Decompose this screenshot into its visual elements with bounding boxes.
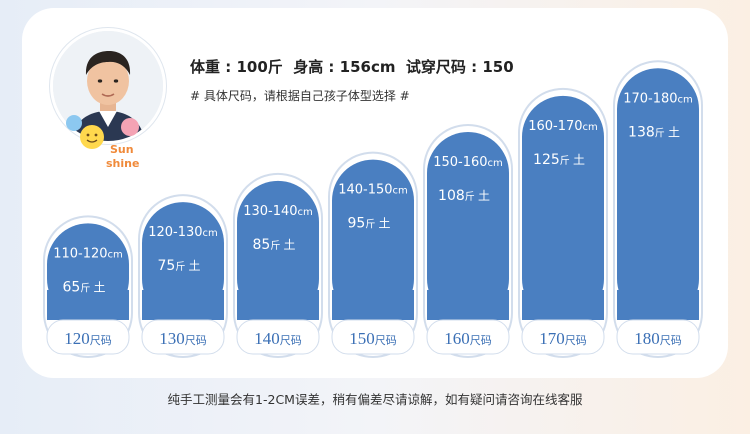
weight-label: 65斤 土 [62,279,105,295]
measurement-note: 纯手工测量会有1-2CM误差，稍有偏差尽请谅解，如有疑问请咨询在线客服 [167,392,583,407]
model-avatar [50,28,166,144]
sticker-text-1: Sun [110,143,134,156]
bar-group-180: 170-180cm 138斤 土 180尺码 [613,60,703,358]
size-label: 150尺码 [349,329,397,348]
height-range-label: 160-170cm [528,119,598,134]
bar-group-120: 110-120cm 65斤 土 120尺码 [43,215,133,358]
bar-group-150: 140-150cm 95斤 土 150尺码 [328,151,418,358]
bar-base-fill [47,290,129,320]
model-info: 体重 : 100斤 身高 : 156cm 试穿尺码 : 150 [190,58,514,76]
weight-label: 108斤 土 [438,188,490,204]
weight-label: 138斤 土 [628,124,680,140]
bar-base-fill [332,290,414,320]
weight-label: 95斤 土 [347,216,390,232]
size-label-pill [236,319,320,355]
size-label: 140尺码 [254,329,302,348]
size-label-pill [616,319,700,355]
weight-label: 85斤 土 [252,237,295,253]
size-label: 130尺码 [159,329,207,348]
bar [617,68,699,320]
size-label-pill [521,319,605,355]
height-range-label: 130-140cm [243,204,313,219]
bar-group-170: 160-170cm 125斤 土 170尺码 [518,87,608,358]
sunshine-sticker-icon: Sun shine [66,115,139,170]
bar-base-fill [142,290,224,320]
size-label: 120尺码 [64,329,112,348]
bar-base-fill [427,290,509,320]
size-label-pill [331,319,415,355]
bar [332,159,414,320]
bar [237,180,319,320]
bar-group-160: 150-160cm 108斤 土 160尺码 [423,124,513,358]
size-label: 160尺码 [444,329,492,348]
bar [427,132,509,320]
size-label: 170尺码 [539,329,587,348]
height-range-label: 150-160cm [433,155,503,170]
size-note: # 具体尺码，请根据自己孩子体型选择 # [190,89,410,103]
size-label-pill [141,319,225,355]
height-range-label: 170-180cm [623,91,693,106]
size-label: 180尺码 [634,329,682,348]
bar-base-fill [522,290,604,320]
sticker-text-2: shine [106,157,139,170]
height-range-label: 110-120cm [53,246,123,261]
height-range-label: 120-130cm [148,225,218,240]
bar-group-130: 120-130cm 75斤 土 130尺码 [138,194,228,358]
bar-base-fill [237,290,319,320]
size-label-pill [46,319,130,355]
size-label-pill [426,319,510,355]
bar-base-fill [617,290,699,320]
weight-label: 125斤 土 [533,152,585,168]
weight-label: 75斤 土 [157,258,200,274]
bar-group-140: 130-140cm 85斤 土 140尺码 [233,172,323,358]
height-range-label: 140-150cm [338,183,408,198]
bar [522,95,604,320]
